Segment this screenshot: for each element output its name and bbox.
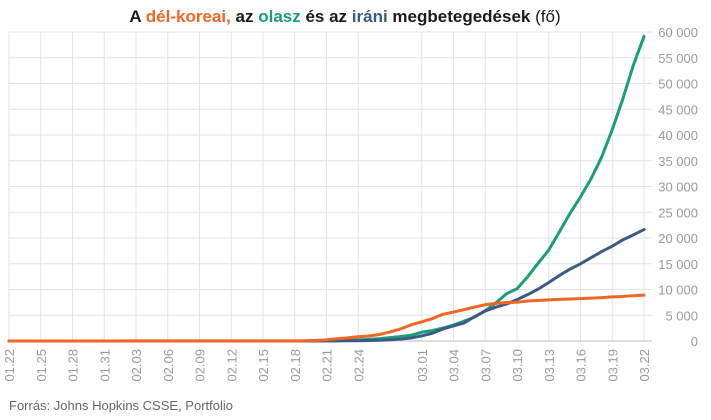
x-tick-label: 03.10 — [510, 349, 525, 382]
x-tick-label: 03.13 — [542, 349, 557, 382]
x-tick-label: 01.31 — [97, 349, 112, 382]
y-tick-label: 15 000 — [658, 257, 698, 272]
y-tick-label: 50 000 — [658, 77, 698, 92]
x-tick-label: 02.15 — [256, 349, 271, 382]
y-tick-label: 55 000 — [658, 51, 698, 66]
y-tick-label: 30 000 — [658, 180, 698, 195]
title-part-4: megbetegedések — [387, 7, 536, 26]
x-tick-label: 03.22 — [637, 349, 652, 382]
x-tick-label: 01.28 — [66, 349, 81, 382]
y-tick-label: 5 000 — [665, 308, 698, 323]
x-tick-label: 03.16 — [574, 349, 589, 382]
y-tick-label: 40 000 — [658, 128, 698, 143]
x-tick-label: 02.12 — [224, 349, 239, 382]
x-tick-label: 01.25 — [34, 349, 49, 382]
title-unit: (fő) — [535, 7, 561, 26]
title-iran: iráni — [351, 7, 388, 26]
x-tick-label: 03.19 — [605, 349, 620, 382]
title-part-2: az — [230, 7, 259, 26]
x-tick-label: 02.06 — [161, 349, 176, 382]
x-tick-label: 03.01 — [415, 349, 430, 382]
y-tick-label: 10 000 — [658, 283, 698, 298]
title-part-1: A — [129, 7, 146, 26]
title-korea: dél-koreai, — [145, 7, 231, 26]
source-note: Forrás: Johns Hopkins CSSE, Portfolio — [9, 398, 233, 413]
x-tick-label: 03.07 — [478, 349, 493, 382]
y-tick-label: 45 000 — [658, 102, 698, 117]
y-tick-label: 0 — [691, 334, 698, 349]
chart-title: A dél-koreai, az olasz és az iráni megbe… — [0, 7, 690, 27]
x-tick-label: 02.24 — [351, 349, 366, 382]
x-tick-label: 02.03 — [129, 349, 144, 382]
y-tick-label: 35 000 — [658, 154, 698, 169]
y-tick-label: 25 000 — [658, 205, 698, 220]
x-tick-label: 01.22 — [2, 349, 17, 382]
x-tick-label: 02.09 — [193, 349, 208, 382]
title-italy: olasz — [258, 7, 301, 26]
series-line-korea — [7, 293, 646, 343]
x-tick-label: 02.21 — [320, 349, 335, 382]
y-tick-label: 20 000 — [658, 231, 698, 246]
x-tick-label: 03.04 — [447, 349, 462, 382]
y-tick-label: 60 000 — [658, 25, 698, 40]
title-part-3: és az — [300, 7, 352, 26]
x-tick-label: 02.18 — [288, 349, 303, 382]
